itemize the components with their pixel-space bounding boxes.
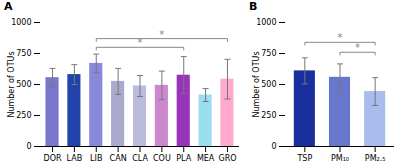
svg-text:CAN: CAN bbox=[110, 154, 127, 163]
svg-text:TSP: TSP bbox=[296, 154, 312, 163]
svg-text:LAB: LAB bbox=[67, 154, 83, 163]
svg-text:MEA: MEA bbox=[197, 154, 215, 163]
svg-text:COU: COU bbox=[153, 154, 171, 163]
svg-text:250: 250 bbox=[16, 111, 31, 120]
svg-text:Number of OTUs: Number of OTUs bbox=[252, 51, 261, 117]
svg-text:GRO: GRO bbox=[218, 154, 236, 163]
svg-text:1000: 1000 bbox=[11, 18, 31, 27]
svg-text:*: * bbox=[338, 32, 343, 43]
svg-text:LIB: LIB bbox=[90, 154, 102, 163]
svg-text:PM₂.₅: PM₂.₅ bbox=[365, 154, 386, 163]
svg-text:1000: 1000 bbox=[256, 18, 276, 27]
html-text:A: A bbox=[4, 0, 13, 13]
svg-text:*: * bbox=[159, 29, 164, 40]
svg-text:500: 500 bbox=[16, 80, 31, 89]
svg-text:CLA: CLA bbox=[132, 154, 148, 163]
svg-text:0: 0 bbox=[26, 142, 31, 151]
svg-text:Number of OTUs: Number of OTUs bbox=[7, 51, 16, 117]
svg-text:*: * bbox=[355, 42, 360, 53]
svg-text:*: * bbox=[138, 37, 143, 48]
svg-text:0: 0 bbox=[271, 142, 276, 151]
svg-text:500: 500 bbox=[261, 80, 276, 89]
svg-text:250: 250 bbox=[261, 111, 276, 120]
svg-text:750: 750 bbox=[261, 49, 276, 58]
svg-text:DOR: DOR bbox=[44, 154, 62, 163]
svg-text:PLA: PLA bbox=[176, 154, 191, 163]
svg-text:PM₁₀: PM₁₀ bbox=[331, 154, 349, 163]
html-text:B: B bbox=[249, 0, 258, 13]
svg-text:750: 750 bbox=[16, 49, 31, 58]
